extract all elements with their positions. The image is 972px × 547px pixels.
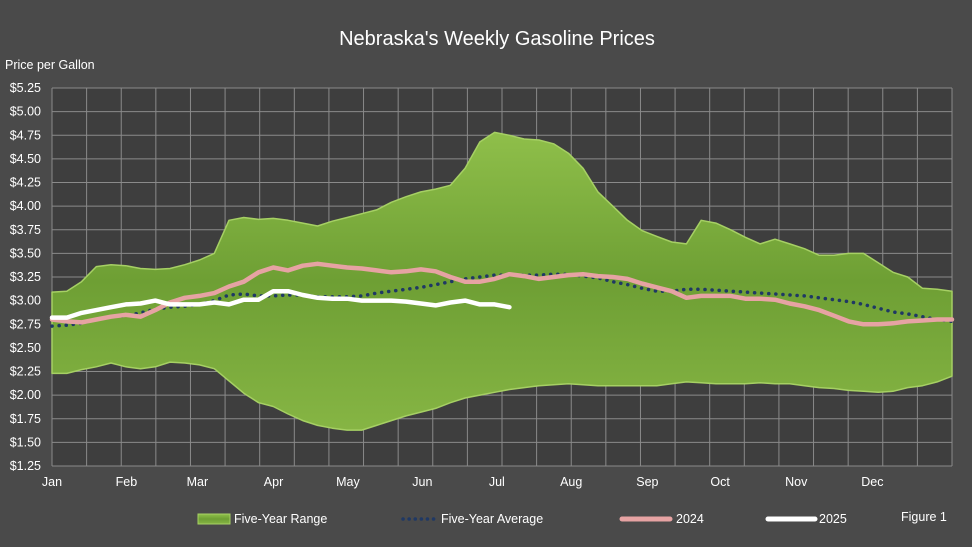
y-tick-label: $4.75 [10,128,41,142]
y-tick-label: $1.75 [10,412,41,426]
x-tick-label: Nov [785,475,808,489]
x-tick-label: Sep [636,475,658,489]
y-tick-label: $3.00 [10,294,41,308]
x-tick-label: Jun [412,475,432,489]
x-tick-label: Mar [187,475,209,489]
x-tick-label: Jan [42,475,62,489]
five-year-range-band [51,131,953,431]
y-tick-label: $2.00 [10,388,41,402]
line-2024 [49,261,955,327]
y-tick-label: $4.50 [10,152,41,166]
x-tick-label: Oct [710,475,730,489]
y-tick-label: $5.25 [10,81,41,95]
y-tick-label: $2.25 [10,365,41,379]
x-tick-label: Aug [560,475,582,489]
five-year-range-area [51,131,953,431]
y-tick-label: $2.50 [10,341,41,355]
y-tick-label: $4.25 [10,176,41,190]
x-tick-label: Feb [116,475,138,489]
y-tick-label: $3.75 [10,223,41,237]
legend-label-average: Five-Year Average [441,512,543,526]
legend-swatch-range [197,513,231,525]
figure-label: Figure 1 [901,510,947,524]
line-2025 [49,288,512,320]
chart-title: Nebraska's Weekly Gasoline Prices [339,28,655,50]
legend-label-2024: 2024 [676,512,704,526]
y-tick-label: $1.50 [10,435,41,449]
y-tick-label: $5.00 [10,105,41,119]
x-tick-label: Jul [489,475,505,489]
x-tick-label: Apr [264,475,283,489]
y-tick-label: $3.25 [10,270,41,284]
x-tick-label: May [336,475,360,489]
legend-label-2025: 2025 [819,512,847,526]
price-2024-path [49,261,955,327]
y-tick-label: $3.50 [10,246,41,260]
y-tick-label: $1.25 [10,459,41,473]
x-tick-label: Dec [861,475,883,489]
y-axis-ticks: $1.25 $1.50 $1.75 $2.00 $2.25 $2.50 $2.75 $3.00… [10,81,41,473]
y-tick-label: $2.75 [10,317,41,331]
legend-label-range: Five-Year Range [234,512,327,526]
legend: Five-Year Range Five-Year Average 2024 2… [197,512,847,526]
x-axis-ticks: Jan Feb Mar Apr May Jun Jul Aug Sep Oct Nov Dec [42,475,884,489]
y-axis-title: Price per Gallon [5,58,95,72]
y-tick-label: $4.00 [10,199,41,213]
price-2025-path [49,288,512,320]
